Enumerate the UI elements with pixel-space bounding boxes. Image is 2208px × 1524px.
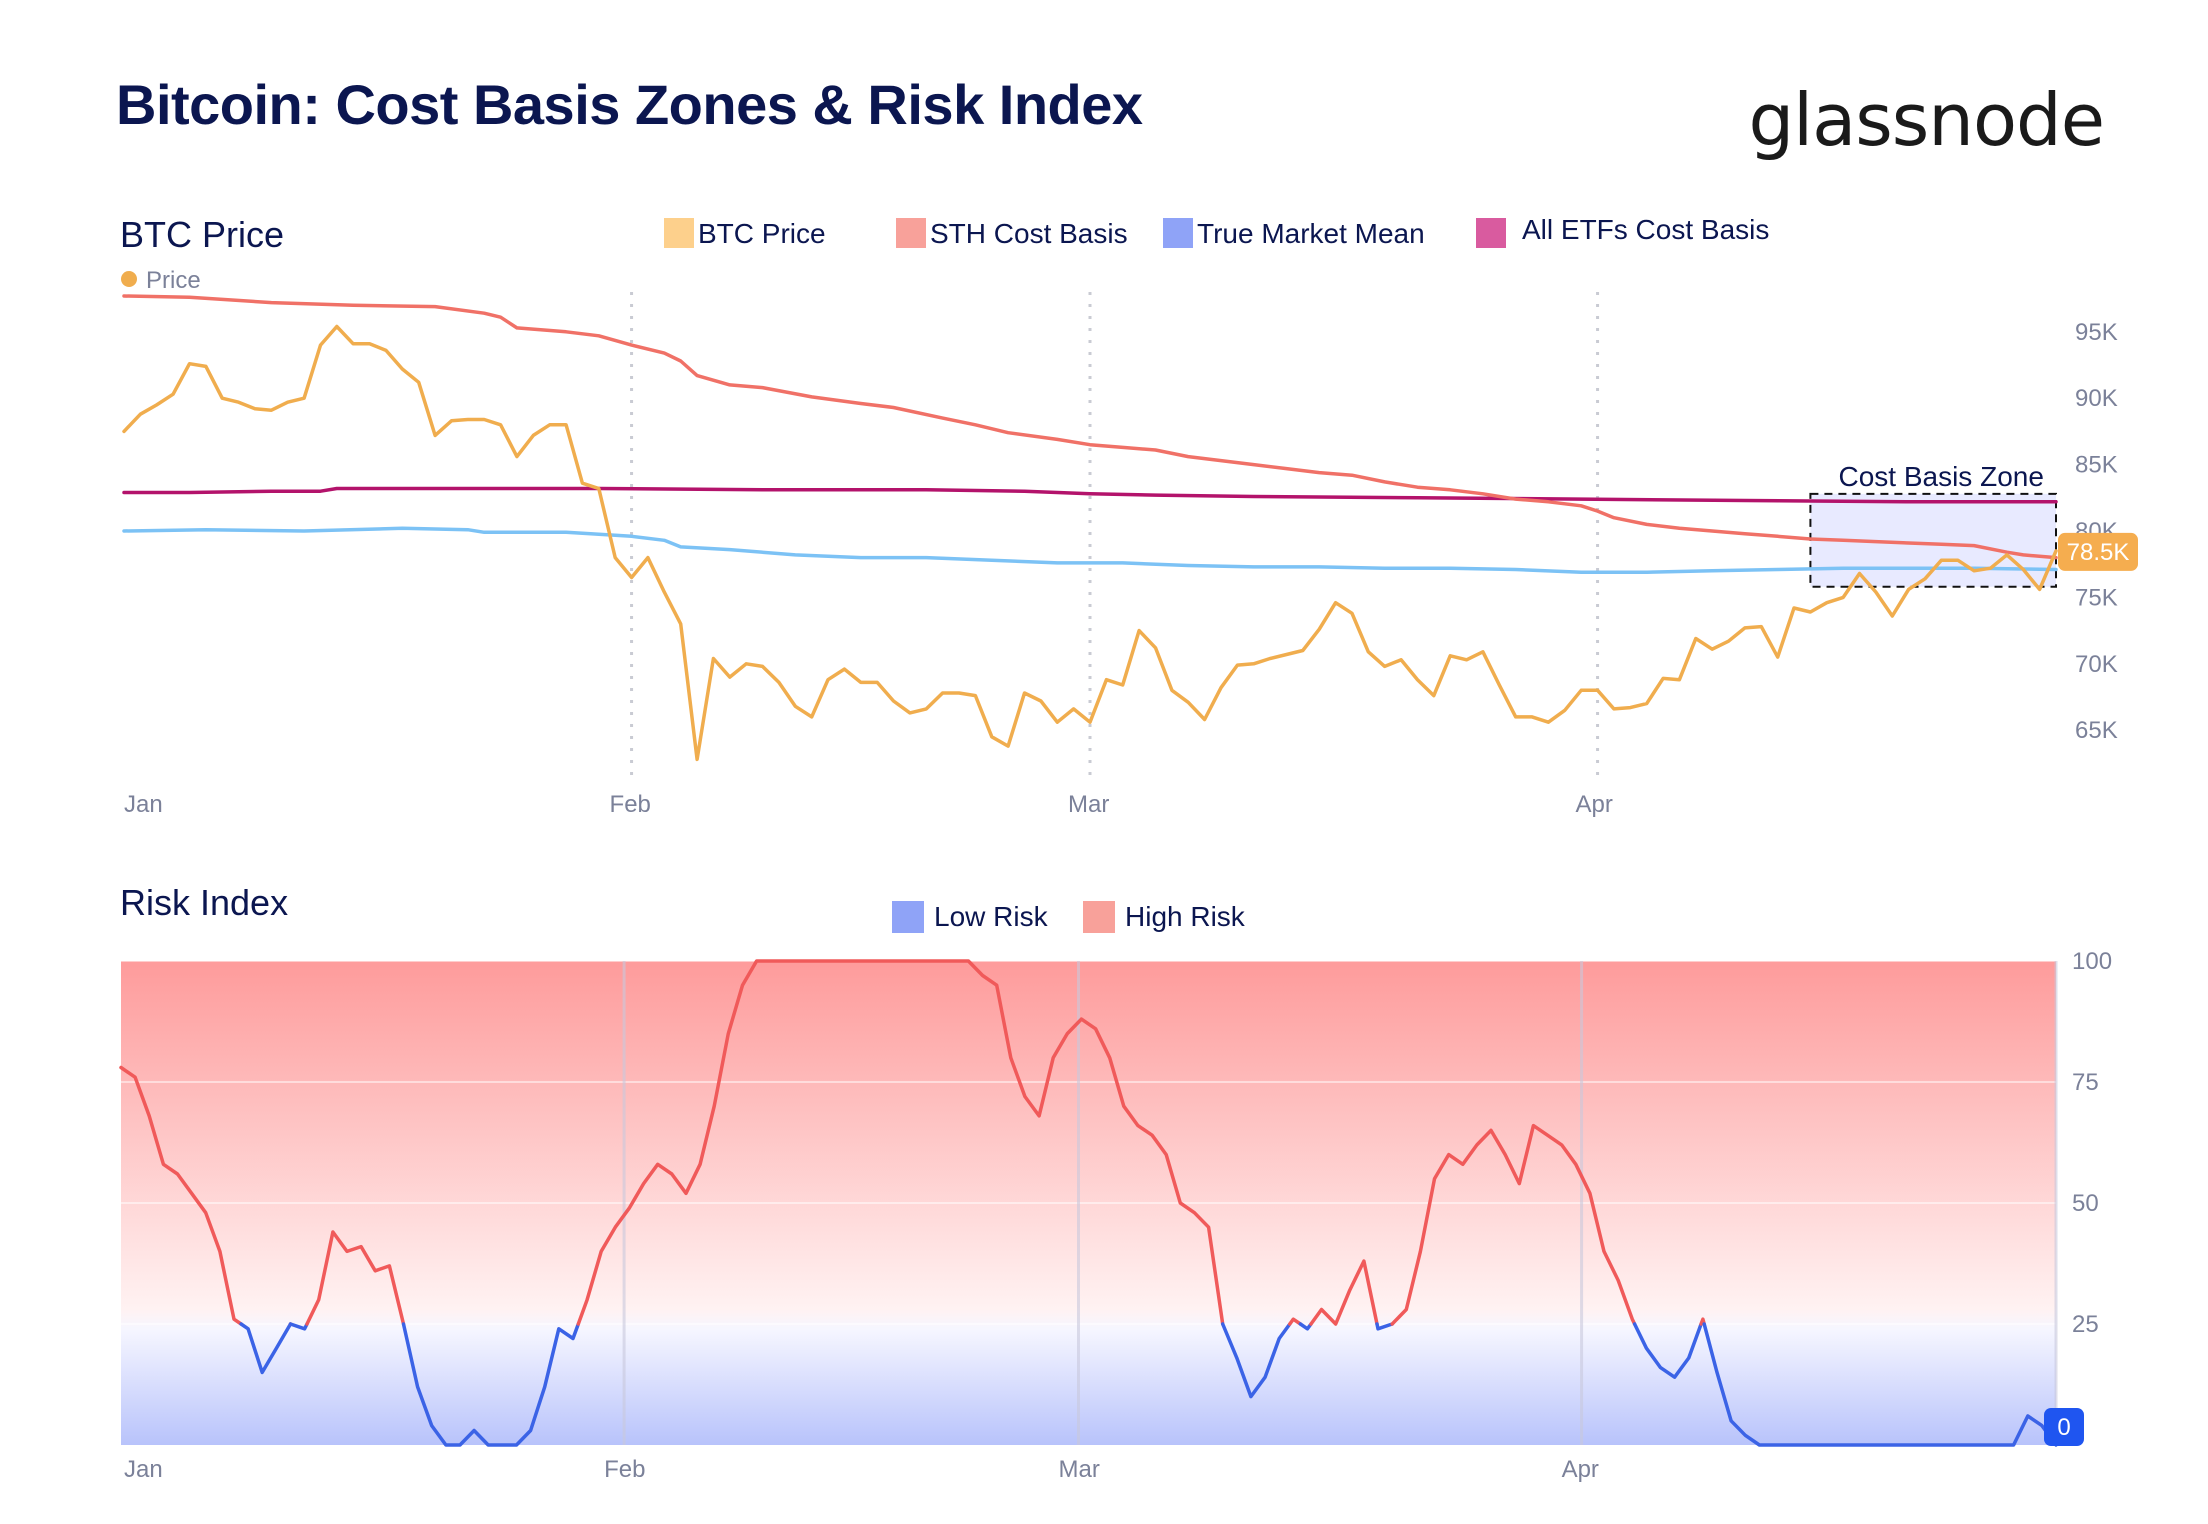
risk-high-segment-0 bbox=[119, 1065, 243, 1326]
price-sub-legend-dot bbox=[121, 271, 137, 287]
risk-high-segment-10 bbox=[1309, 1259, 1379, 1326]
risk-y-tick-100: 100 bbox=[2072, 948, 2112, 975]
series-line-true-market-mean bbox=[122, 526, 2058, 574]
risk-legend: Low Risk High Risk bbox=[892, 901, 1246, 933]
page-title: Bitcoin: Cost Basis Zones & Risk Index bbox=[116, 73, 1143, 136]
series-line-sth-cost-basis bbox=[122, 294, 2058, 560]
price-x-tick-apr: Apr bbox=[1576, 791, 1613, 818]
risk-last-value-badge bbox=[2044, 1408, 2084, 1446]
legend-swatch-all-etfs-cost-basis bbox=[1476, 218, 1506, 248]
price-last-value-label: 78.5K bbox=[2067, 539, 2130, 566]
risk-low-segment-11 bbox=[1375, 1322, 1394, 1331]
price-series-group bbox=[122, 294, 2058, 762]
risk-y-tick-50: 50 bbox=[2072, 1190, 2099, 1217]
risk-last-value: 0 bbox=[2044, 1408, 2084, 1446]
price-y-tick-90k: 90K bbox=[2075, 385, 2118, 412]
price-legend: BTC Price STH Cost Basis True Market Mean A… bbox=[664, 214, 1769, 249]
risk-low-segment-3 bbox=[288, 1322, 309, 1331]
risk-x-tick-apr: Apr bbox=[1562, 1456, 1599, 1483]
price-x-tick-mar: Mar bbox=[1068, 791, 1109, 818]
legend-swatch-sth-cost-basis bbox=[896, 218, 926, 248]
risk-low-segment-1 bbox=[239, 1322, 293, 1375]
risk-high-segment-8 bbox=[1288, 1317, 1303, 1326]
risk-series-group bbox=[119, 959, 2058, 1447]
risk-panel-title: Risk Index bbox=[120, 882, 288, 923]
cost-basis-zone-label: Cost Basis Zone bbox=[1838, 461, 2043, 492]
legend-swatch-true-market-mean bbox=[1163, 218, 1193, 248]
risk-low-segment-15 bbox=[1702, 1322, 2058, 1447]
glassnode-logo: glassnode bbox=[1748, 78, 2105, 162]
legend-label-low-risk: Low Risk bbox=[934, 901, 1049, 932]
risk-low-segment-9 bbox=[1298, 1322, 1313, 1331]
legend-label-all-etfs-cost-basis: All ETFs Cost Basis bbox=[1522, 214, 1769, 245]
price-grid bbox=[630, 292, 1600, 778]
risk-low-segment-7 bbox=[1220, 1322, 1292, 1399]
price-last-value-badge bbox=[2058, 532, 2138, 571]
risk-y-tick-75: 75 bbox=[2072, 1069, 2099, 1096]
legend-swatch-low-risk bbox=[892, 901, 924, 933]
risk-high-segment-4 bbox=[305, 1230, 406, 1326]
legend-label-true-market-mean: True Market Mean bbox=[1197, 218, 1425, 249]
price-x-tick-jan: Jan bbox=[124, 791, 163, 818]
series-line-all-etfs-cost-basis bbox=[122, 486, 2058, 504]
risk-x-tick-mar: Mar bbox=[1059, 1456, 1100, 1483]
price-last-value: 78.5K bbox=[2058, 532, 2138, 571]
risk-low-segment-5 bbox=[401, 1322, 581, 1447]
risk-x-tick-jan: Jan bbox=[124, 1456, 163, 1483]
price-y-tick-65k: 65K bbox=[2075, 717, 2118, 744]
price-y-tick-75k: 75K bbox=[2075, 584, 2118, 611]
risk-low-segment-13 bbox=[1632, 1322, 1703, 1379]
risk-y-tick-25: 25 bbox=[2072, 1311, 2099, 1338]
legend-label-high-risk: High Risk bbox=[1125, 901, 1246, 932]
risk-high-segment-6 bbox=[576, 959, 1225, 1326]
price-panel-title: BTC Price bbox=[120, 214, 284, 255]
legend-label-btc-price: BTC Price bbox=[698, 218, 826, 249]
price-y-tick-85k: 85K bbox=[2075, 452, 2118, 479]
price-y-tick-95k: 95K bbox=[2075, 319, 2118, 346]
risk-x-tick-feb: Feb bbox=[604, 1456, 645, 1483]
series-line-btc-price bbox=[122, 324, 2058, 762]
risk-last-value-label: 0 bbox=[2057, 1414, 2070, 1441]
risk-axis-ticks: 100 75 50 25 Jan Feb Mar Apr bbox=[124, 948, 2112, 1483]
legend-swatch-btc-price bbox=[664, 218, 694, 248]
price-x-tick-feb: Feb bbox=[610, 791, 651, 818]
legend-label-sth-cost-basis: STH Cost Basis bbox=[930, 218, 1128, 249]
price-sub-legend: Price bbox=[146, 267, 201, 294]
risk-grid bbox=[121, 960, 2058, 1445]
price-y-tick-70k: 70K bbox=[2075, 651, 2118, 678]
legend-swatch-high-risk bbox=[1083, 901, 1115, 933]
risk-high-segment-12 bbox=[1390, 1123, 1637, 1326]
